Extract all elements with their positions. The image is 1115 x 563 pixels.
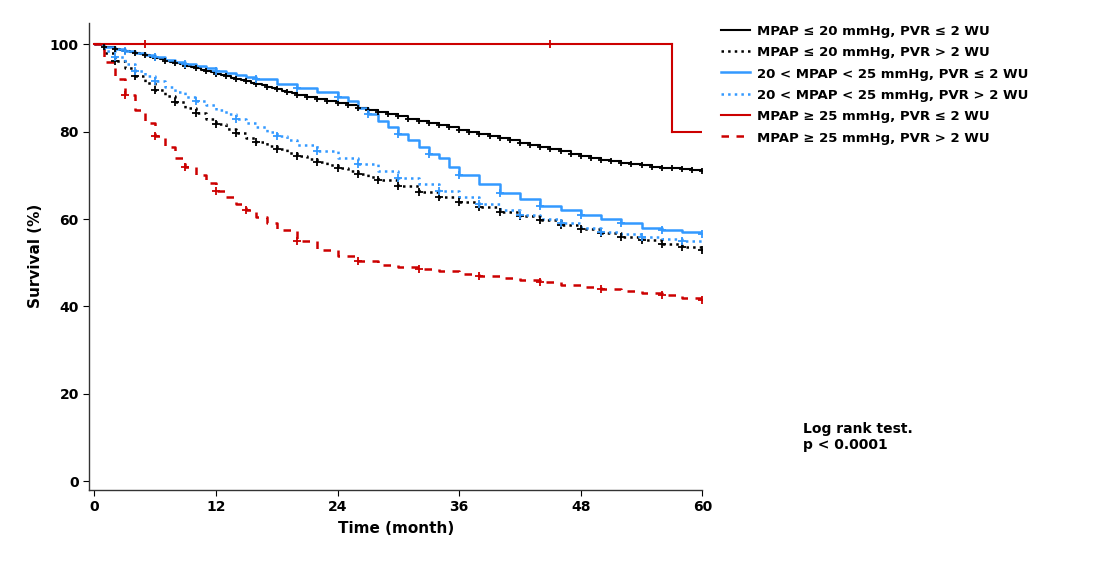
Text: Log rank test.
p < 0.0001: Log rank test. p < 0.0001 [803,422,912,453]
Y-axis label: Survival (%): Survival (%) [28,204,42,309]
Legend: MPAP ≤ 20 mmHg, PVR ≤ 2 WU, MPAP ≤ 20 mmHg, PVR > 2 WU, 20 < MPAP < 25 mmHg, PVR: MPAP ≤ 20 mmHg, PVR ≤ 2 WU, MPAP ≤ 20 mm… [721,24,1028,145]
X-axis label: Time (month): Time (month) [338,521,454,536]
